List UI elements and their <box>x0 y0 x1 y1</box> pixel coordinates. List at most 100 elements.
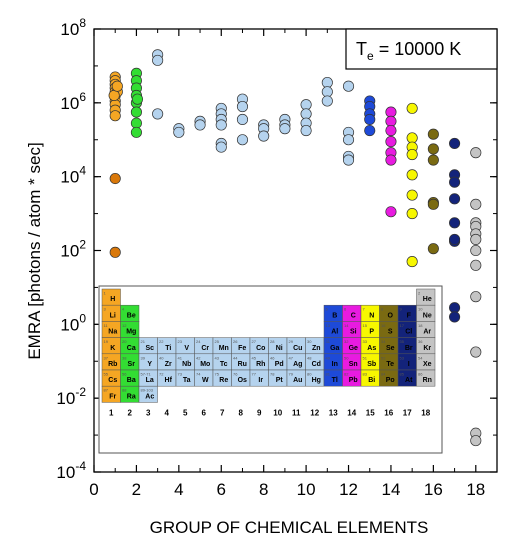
element-number: 17 <box>400 323 405 328</box>
element-symbol: Ga <box>330 345 339 352</box>
group-number: 16 <box>384 409 393 418</box>
x-tick-label: 16 <box>424 480 443 499</box>
y-tick-label: 108 <box>60 16 86 39</box>
element-symbol: Ra <box>127 393 136 400</box>
element-number: 29 <box>289 339 294 344</box>
element-symbol: Cs <box>108 377 117 384</box>
element-number: 10 <box>418 307 423 312</box>
element-number: 7 <box>363 307 366 312</box>
element-number: 34 <box>381 339 386 344</box>
element-number: 40 <box>159 355 164 360</box>
data-point-group-13 <box>364 124 376 137</box>
element-symbol: Pb <box>349 377 358 384</box>
element-symbol: Ni <box>276 345 283 352</box>
element-symbol: Ar <box>423 329 431 336</box>
data-point-group-11 <box>321 95 333 107</box>
element-symbol: Sr <box>128 361 136 368</box>
group-number: 15 <box>366 409 375 418</box>
element-box <box>416 369 436 387</box>
group-number: 9 <box>257 409 262 418</box>
element-number: 52 <box>381 355 386 360</box>
element-symbol: Li <box>110 312 116 319</box>
data-point-group-18 <box>470 233 482 245</box>
group-number: 1 <box>109 409 114 418</box>
data-point-group-17 <box>449 176 461 188</box>
element-symbol: Tl <box>332 377 338 384</box>
element-symbol: Fr <box>109 393 116 400</box>
element-symbol: Ru <box>238 361 247 368</box>
element-number: 28 <box>270 339 275 344</box>
element-number: 86 <box>418 372 423 377</box>
data-point-group-17 <box>449 193 461 205</box>
element-number: 55 <box>104 372 109 377</box>
element-symbol: Po <box>386 377 395 384</box>
element-number: 23 <box>178 339 183 344</box>
element-symbol: Zn <box>312 345 321 352</box>
legend-frame <box>345 28 498 70</box>
x-tick-label: 0 <box>89 480 98 499</box>
element-symbol: Ac <box>145 393 154 400</box>
group-number: 7 <box>220 409 225 418</box>
element-number: 26 <box>233 339 238 344</box>
element-number: 43 <box>215 355 220 360</box>
element-number: 81 <box>326 372 331 377</box>
data-point-group-10 <box>300 99 312 111</box>
element-symbol: Sn <box>349 361 358 368</box>
data-point-group-16 <box>427 154 439 166</box>
element-number: 33 <box>363 339 368 344</box>
element-cell-B: 5B <box>323 304 343 322</box>
element-number: 46 <box>270 355 275 360</box>
group-number: 5 <box>183 409 188 418</box>
data-point-group-14 <box>385 154 397 166</box>
element-symbol: Ca <box>127 345 136 352</box>
data-point-group-11 <box>321 76 333 89</box>
element-symbol: O <box>388 312 394 319</box>
data-point-group-2 <box>130 117 142 129</box>
data-point-group-3 <box>152 108 164 120</box>
group-number: 11 <box>292 409 301 418</box>
element-symbol: Ti <box>165 345 171 352</box>
element-symbol: Sc <box>145 345 154 352</box>
element-number: 53 <box>400 355 405 360</box>
element-symbol: Cr <box>201 345 209 352</box>
element-number: 75 <box>215 372 220 377</box>
element-symbol: Mn <box>219 345 229 352</box>
data-point-group-1 <box>109 246 121 258</box>
group-number: 4 <box>165 409 170 418</box>
x-axis-label: GROUP OF CHEMICAL ELEMENTS <box>150 518 429 537</box>
data-point-group-3 <box>152 54 164 66</box>
element-number: 19 <box>104 339 109 344</box>
element-cell-W: 74W <box>194 369 214 387</box>
element-number: 45 <box>252 355 257 360</box>
data-point-group-5 <box>194 119 206 131</box>
element-number: 4 <box>122 307 125 312</box>
data-point-group-14 <box>385 124 397 137</box>
element-number: 73 <box>178 372 183 377</box>
element-number: 22 <box>159 339 164 344</box>
group-number: 3 <box>146 409 151 418</box>
data-point-group-15 <box>406 256 418 268</box>
element-number: 27 <box>252 339 257 344</box>
element-cell-Y: 39Y <box>138 353 158 371</box>
element-number: 48 <box>307 355 312 360</box>
element-cell-Li: 3Li <box>101 304 121 322</box>
element-symbol: Xe <box>423 361 432 368</box>
element-number: 74 <box>196 372 201 377</box>
element-cell-H: 1H <box>101 288 121 306</box>
data-point-group-4 <box>173 126 185 138</box>
data-point-group-15 <box>406 189 418 201</box>
data-point-group-12 <box>342 134 355 146</box>
